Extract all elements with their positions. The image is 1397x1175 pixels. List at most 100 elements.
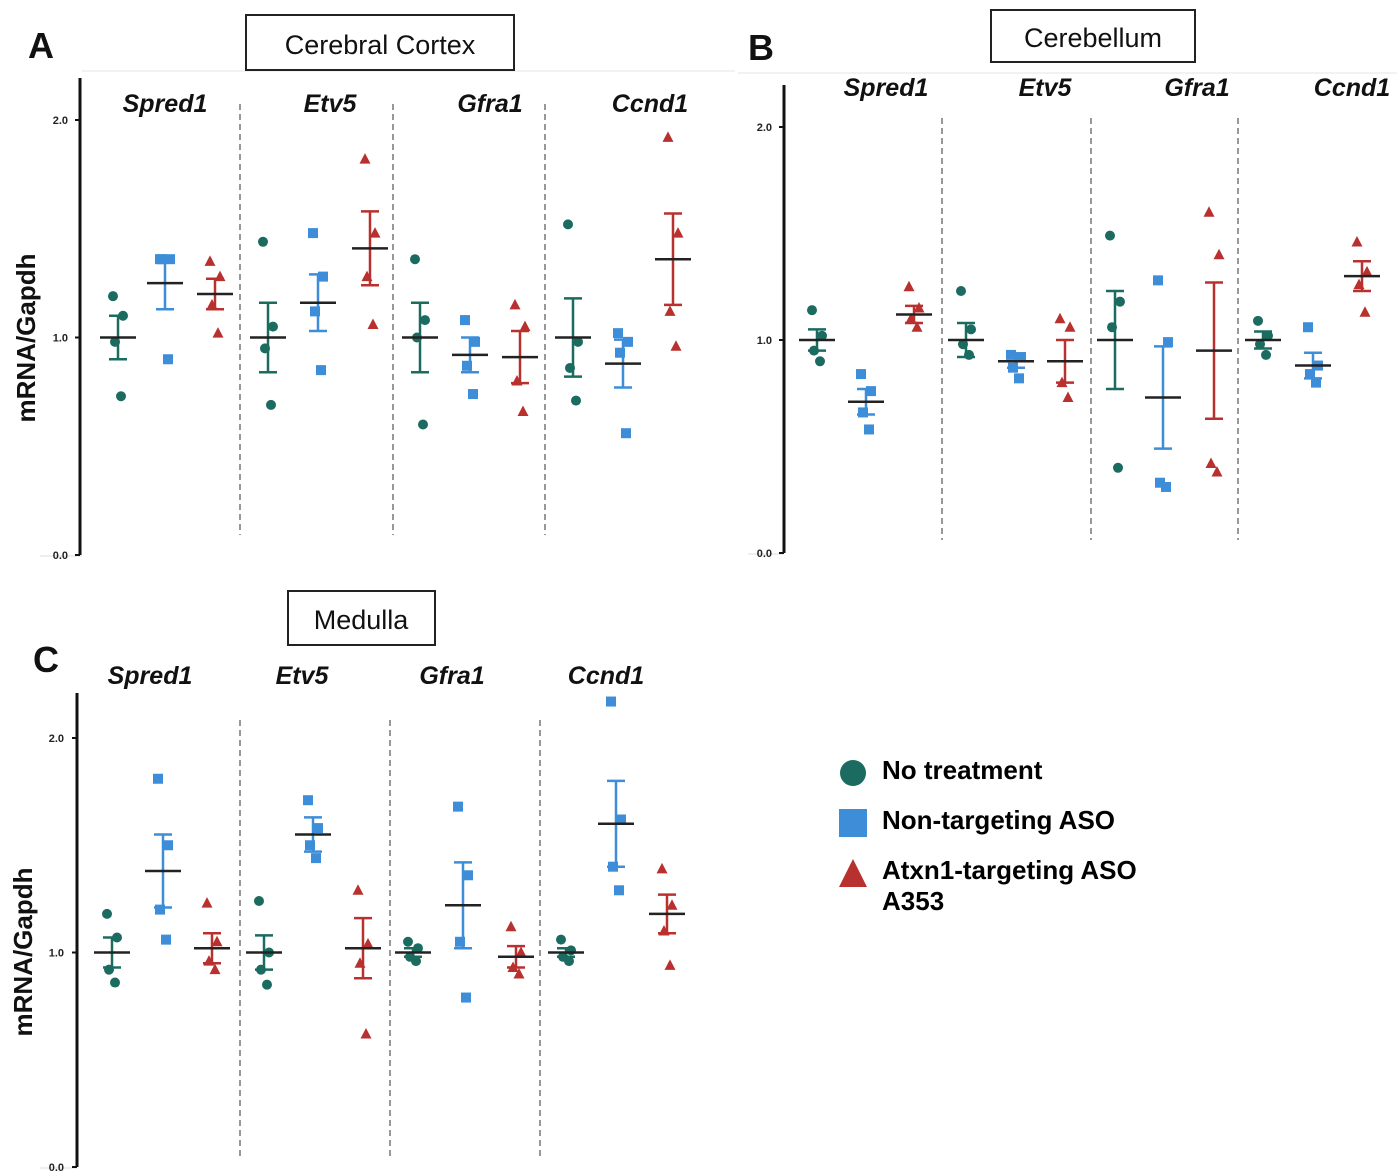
data-point: [214, 270, 226, 282]
panel-b: B Cerebellum 0.0 1.0 2.0 Spred1 Etv5 Gfra1 Ccnd1: [738, 9, 1397, 560]
data-point: [303, 795, 313, 806]
data-point: [666, 899, 678, 910]
data-point: [511, 375, 523, 386]
y-tick-label: 2.0: [49, 733, 64, 745]
data-point: [565, 362, 575, 373]
data-point: [1014, 373, 1024, 384]
panel-c: C Medulla 0.0 1.0 2.0 mRNA/Gapdh Spred1 Etv5 Gfr…: [8, 590, 685, 1174]
panel-letter: C: [33, 639, 59, 680]
data-point: [163, 354, 173, 365]
data-point: [313, 823, 323, 834]
circle-marker-icon: [840, 760, 866, 786]
data-point: [1311, 377, 1321, 388]
y-axis-label: mRNA/Gapdh: [8, 868, 38, 1037]
data-point: [352, 884, 364, 895]
data-point: [362, 937, 374, 949]
data-point: [1105, 230, 1115, 241]
data-point: [913, 302, 925, 313]
data-point: [966, 324, 976, 335]
gene-label: Etv5: [276, 662, 330, 690]
data-point: [1113, 462, 1123, 473]
data-point: [462, 360, 472, 371]
data-point: [964, 349, 974, 360]
data-point: [403, 936, 413, 947]
data-point: [468, 389, 478, 400]
data-point: [211, 935, 223, 947]
data-point: [505, 920, 517, 932]
y-tick-label: 0.0: [757, 548, 772, 560]
data-point: [1062, 391, 1074, 403]
data-point: [153, 773, 163, 784]
data-point: [463, 870, 473, 881]
data-point: [209, 963, 221, 975]
data-point: [116, 391, 126, 402]
data-point: [517, 405, 529, 416]
data-point: [161, 934, 171, 945]
y-tick-label: 0.0: [53, 550, 68, 562]
data-point: [1305, 369, 1315, 380]
data-point: [1054, 312, 1066, 324]
data-point: [1203, 206, 1215, 217]
data-point: [110, 977, 120, 988]
data-point: [258, 236, 268, 247]
y-tick-label: 0.0: [49, 1162, 64, 1174]
data-point: [268, 321, 278, 332]
data-point: [163, 840, 173, 851]
data-point: [1213, 248, 1225, 260]
data-point: [623, 336, 633, 347]
data-point: [606, 696, 616, 707]
data-point: [310, 306, 320, 317]
data-point: [203, 955, 215, 966]
gene-label: Spred1: [108, 662, 193, 690]
data-point: [613, 328, 623, 339]
data-point: [507, 961, 519, 973]
data-point: [318, 271, 328, 282]
data-point: [316, 365, 326, 376]
data-point: [817, 330, 827, 341]
data-point: [1064, 321, 1076, 332]
gene-label: Gfra1: [457, 90, 522, 118]
data-point: [1303, 322, 1313, 333]
data-point: [165, 254, 175, 265]
data-point: [556, 934, 566, 945]
panel-title: Cerebellum: [1024, 23, 1162, 53]
data-point: [360, 1028, 372, 1039]
data-point: [155, 904, 165, 915]
data-point: [809, 345, 819, 356]
data-point: [410, 254, 420, 265]
data-point: [212, 327, 224, 338]
gene-label: Ccnd1: [568, 662, 644, 690]
data-point: [608, 861, 618, 872]
data-point: [905, 312, 917, 324]
data-point: [206, 298, 218, 310]
data-point: [519, 320, 531, 332]
data-point: [112, 932, 122, 943]
data-point: [956, 286, 966, 297]
panel-letter: B: [748, 27, 774, 68]
data-point: [104, 964, 114, 975]
gene-label: Spred1: [844, 74, 929, 102]
title-box: [245, 14, 515, 71]
data-point: [815, 356, 825, 367]
data-point: [1155, 477, 1165, 488]
y-tick-label: 2.0: [53, 115, 68, 127]
gene-label: Etv5: [304, 90, 358, 118]
triangle-marker-icon: [839, 859, 867, 887]
data-point: [662, 131, 674, 142]
data-point: [864, 424, 874, 435]
data-point: [1353, 278, 1365, 290]
title-box: [990, 9, 1196, 63]
data-point: [1205, 457, 1217, 469]
data-point: [564, 956, 574, 967]
data-point: [262, 979, 272, 990]
data-point: [256, 964, 266, 975]
data-point: [903, 280, 915, 292]
data-point: [110, 336, 120, 347]
data-point: [807, 305, 817, 316]
data-point: [1056, 376, 1068, 388]
data-point: [369, 227, 381, 238]
data-point: [911, 321, 923, 332]
data-point: [354, 957, 366, 968]
data-point: [1359, 306, 1371, 317]
